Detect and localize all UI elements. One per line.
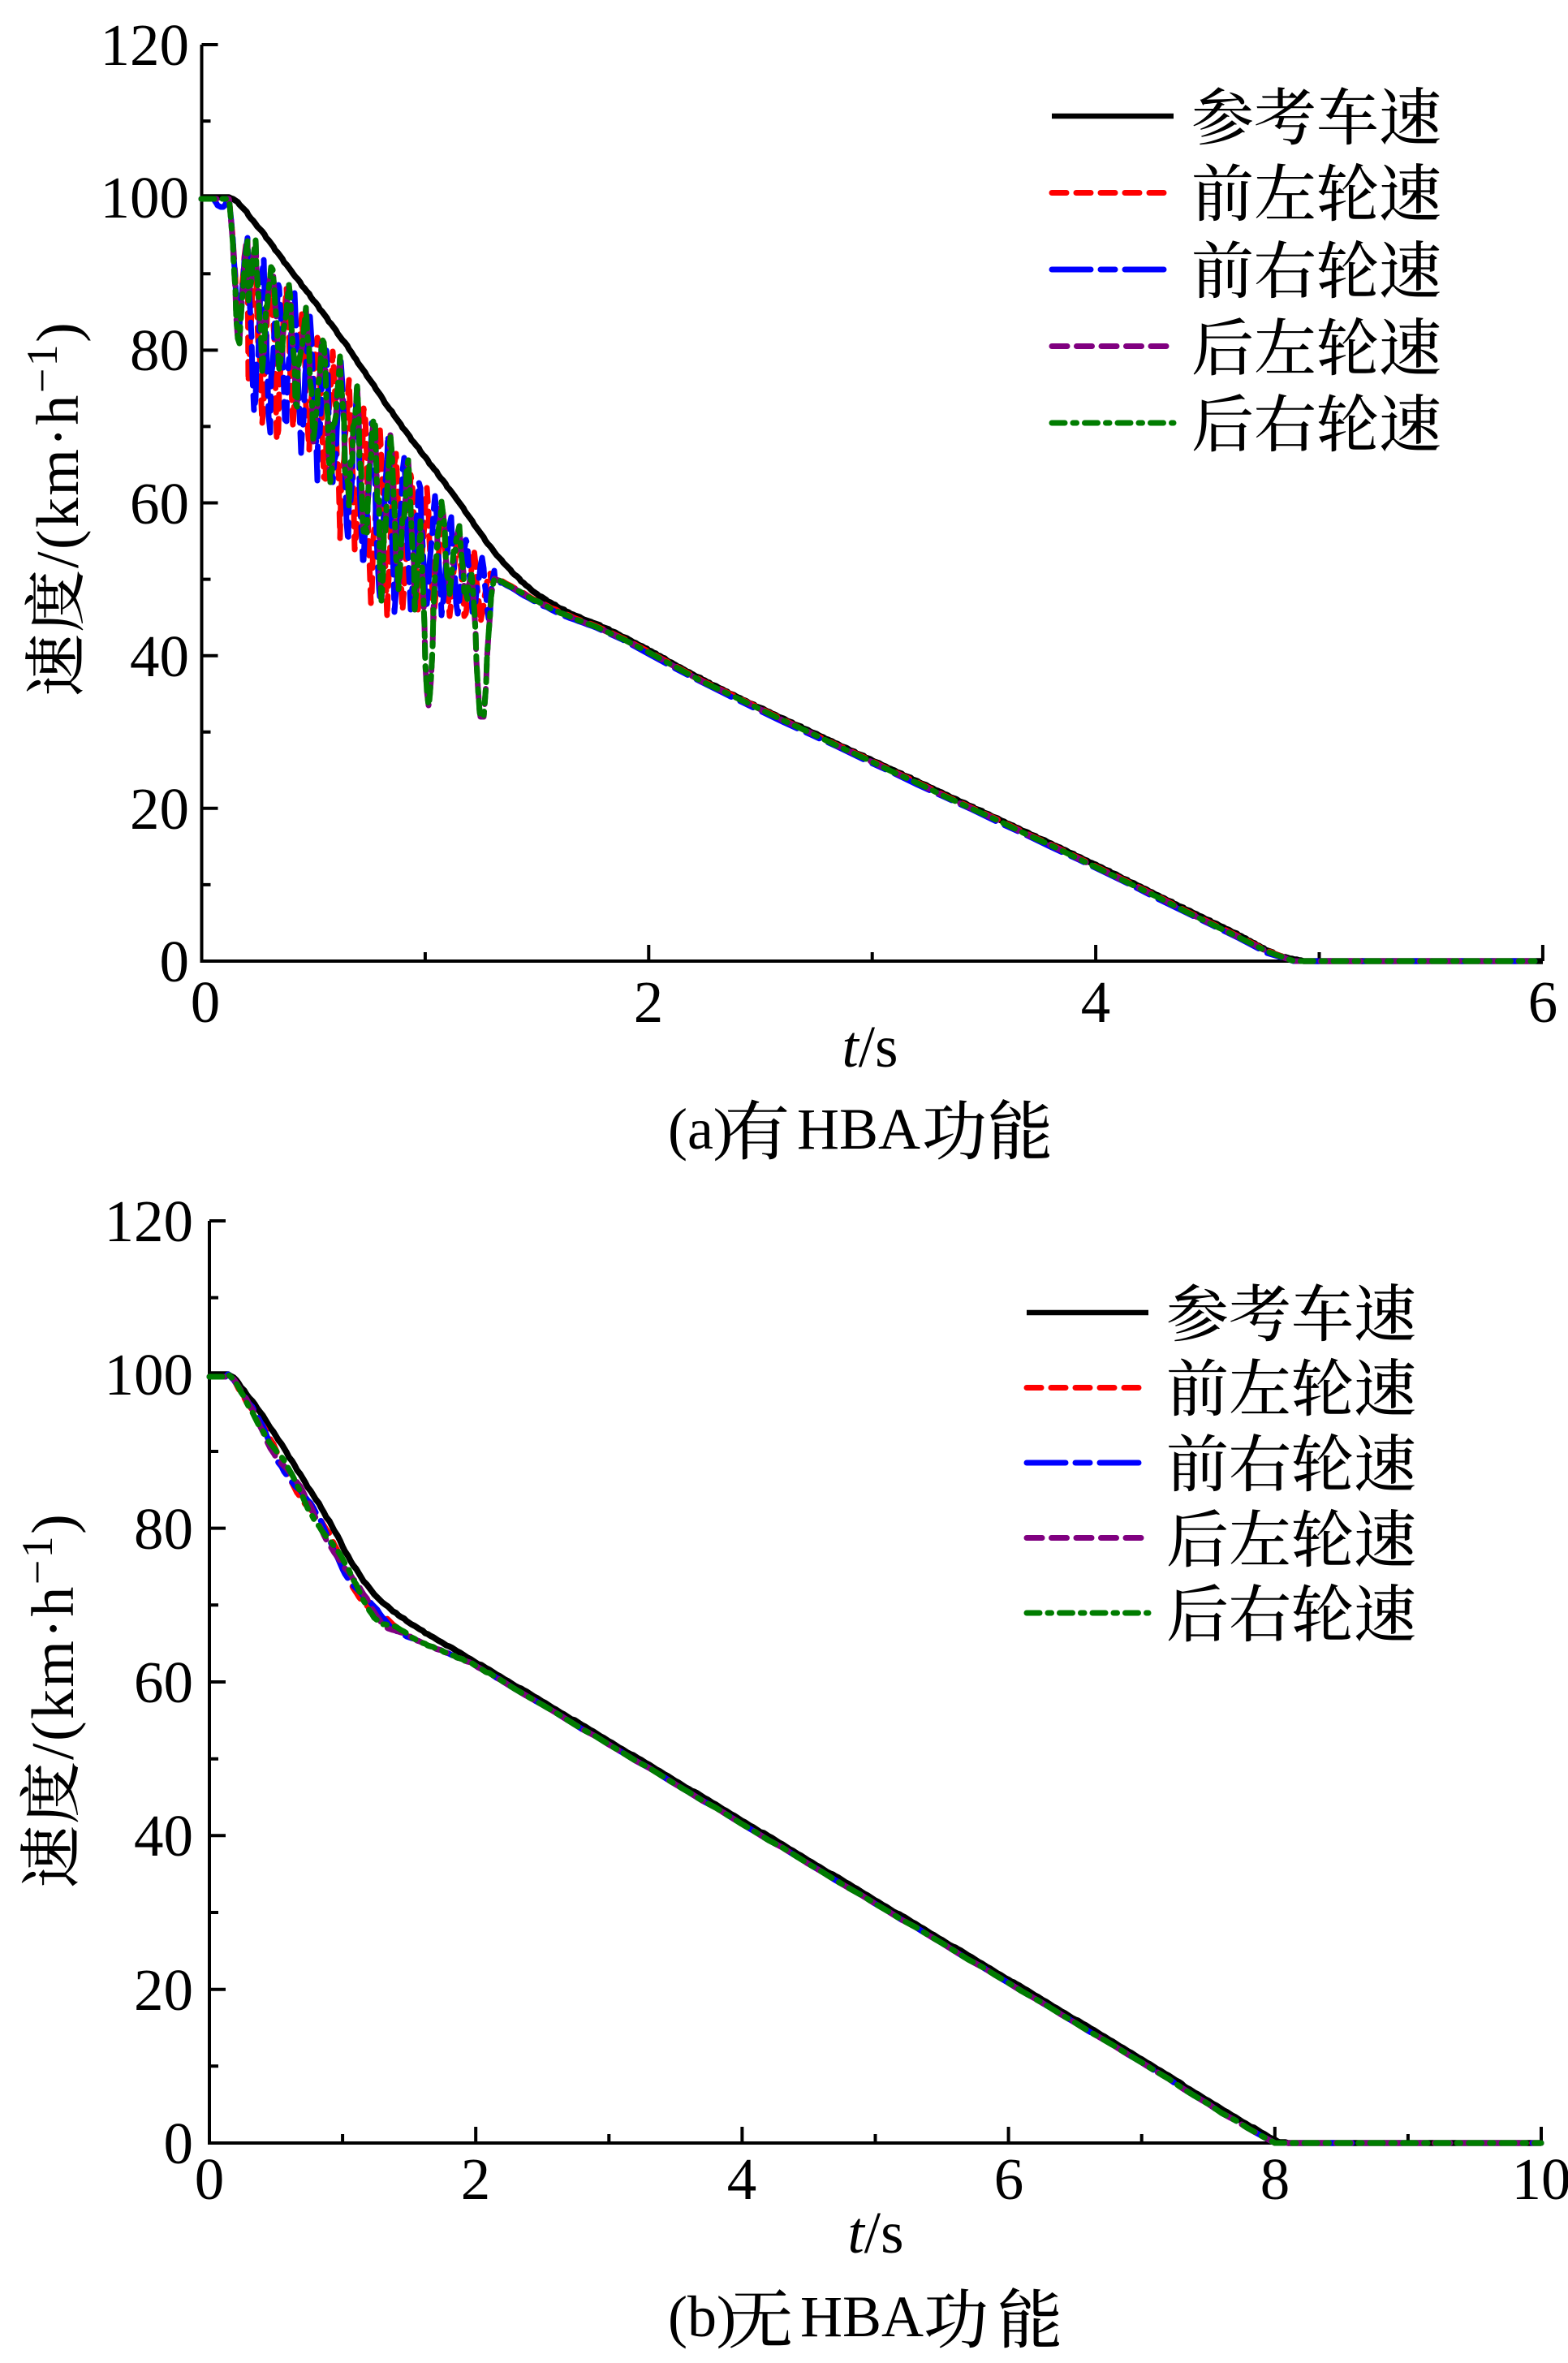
svg-text:4: 4 bbox=[727, 2146, 757, 2212]
svg-text:2: 2 bbox=[461, 2146, 491, 2212]
svg-text:(a): (a) bbox=[668, 1097, 733, 1162]
svg-text:40: 40 bbox=[130, 623, 189, 689]
svg-text:t/s: t/s bbox=[842, 1014, 898, 1080]
svg-text:60: 60 bbox=[130, 471, 189, 537]
svg-text:80: 80 bbox=[134, 1496, 193, 1562]
svg-text:20: 20 bbox=[130, 776, 189, 842]
svg-text:t/s: t/s bbox=[848, 2200, 904, 2266]
svg-text:6: 6 bbox=[1528, 969, 1558, 1035]
svg-text:100: 100 bbox=[101, 165, 190, 231]
svg-text:120: 120 bbox=[101, 12, 190, 78]
svg-text:10: 10 bbox=[1512, 2146, 1568, 2212]
svg-text:20: 20 bbox=[134, 1957, 193, 2023]
svg-text:(b): (b) bbox=[668, 2284, 736, 2349]
svg-text:120: 120 bbox=[105, 1188, 194, 1254]
svg-text:4: 4 bbox=[1081, 969, 1111, 1035]
svg-text:0: 0 bbox=[160, 929, 190, 994]
svg-text:80: 80 bbox=[130, 317, 189, 383]
svg-text:2: 2 bbox=[634, 969, 664, 1035]
svg-text:40: 40 bbox=[134, 1803, 193, 1869]
svg-text:100: 100 bbox=[105, 1342, 194, 1408]
svg-text:HBA: HBA bbox=[797, 1097, 920, 1162]
svg-text:0: 0 bbox=[191, 969, 221, 1035]
svg-text:HBA: HBA bbox=[800, 2284, 924, 2349]
svg-text:6: 6 bbox=[994, 2146, 1024, 2212]
svg-text:8: 8 bbox=[1260, 2146, 1290, 2212]
svg-text:0: 0 bbox=[195, 2146, 225, 2212]
svg-text:60: 60 bbox=[134, 1649, 193, 1715]
svg-text:0: 0 bbox=[164, 2111, 194, 2176]
